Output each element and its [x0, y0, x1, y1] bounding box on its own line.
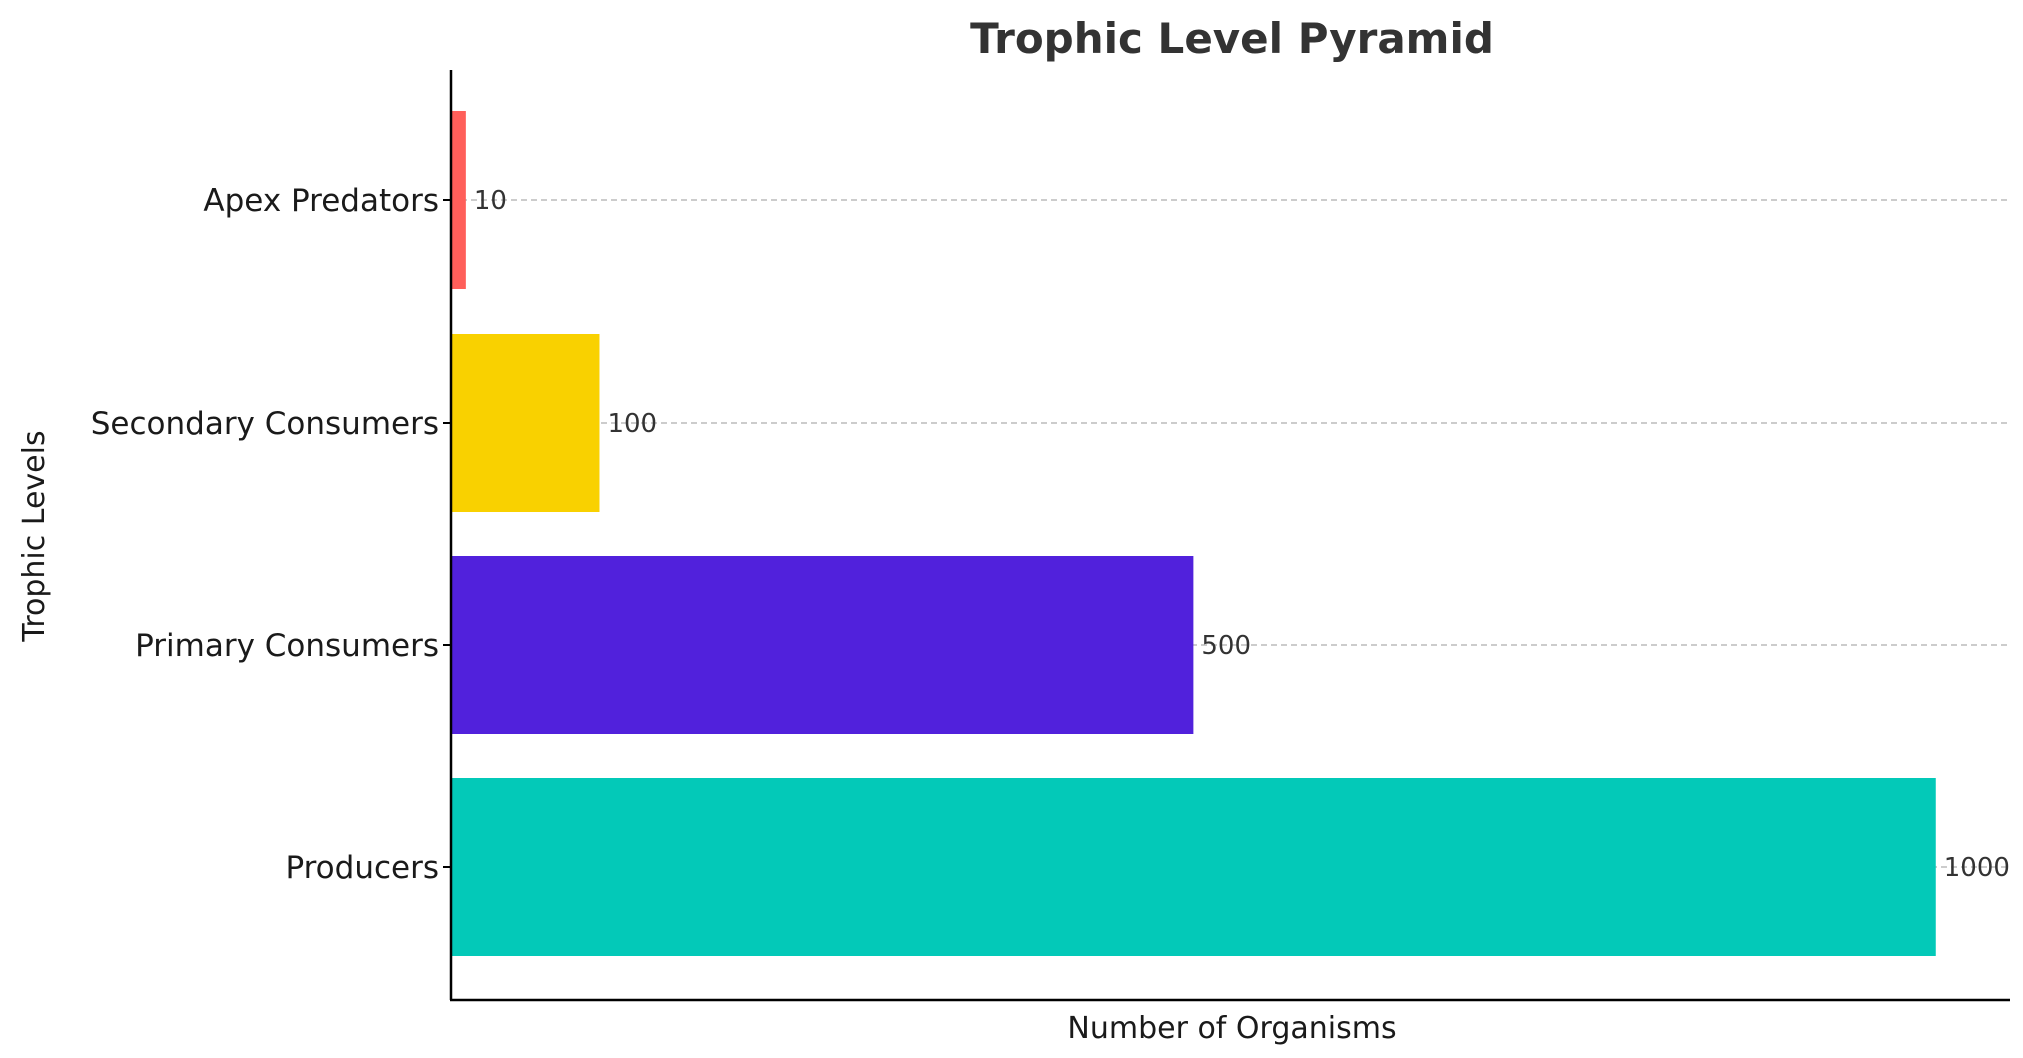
value-labels: 1000 500 100 10: [474, 186, 2010, 883]
gridlines: [451, 199, 2010, 868]
chart-title: Trophic Level Pyramid: [970, 14, 1494, 63]
value-label-apex-predators: 10: [474, 186, 507, 216]
bar-primary-consumers: [451, 556, 1194, 734]
x-axis-label: Number of Organisms: [1067, 1011, 1396, 1046]
bar-apex-predators: [451, 111, 466, 289]
tick-label-producers: Producers: [285, 850, 439, 886]
bar-secondary-consumers: [451, 334, 600, 512]
tick-label-secondary-consumers: Secondary Consumers: [91, 406, 439, 442]
tick-label-primary-consumers: Primary Consumers: [135, 628, 439, 664]
value-label-producers: 1000: [1944, 853, 2010, 883]
y-ticks: Producers Primary Consumers Secondary Cons…: [91, 183, 451, 886]
bars: [451, 111, 1936, 956]
bar-producers: [451, 778, 1936, 956]
value-label-secondary-consumers: 100: [607, 409, 657, 439]
y-axis-label: Trophic Levels: [17, 430, 52, 642]
value-label-primary-consumers: 500: [1201, 631, 1251, 661]
tick-label-apex-predators: Apex Predators: [203, 183, 439, 219]
